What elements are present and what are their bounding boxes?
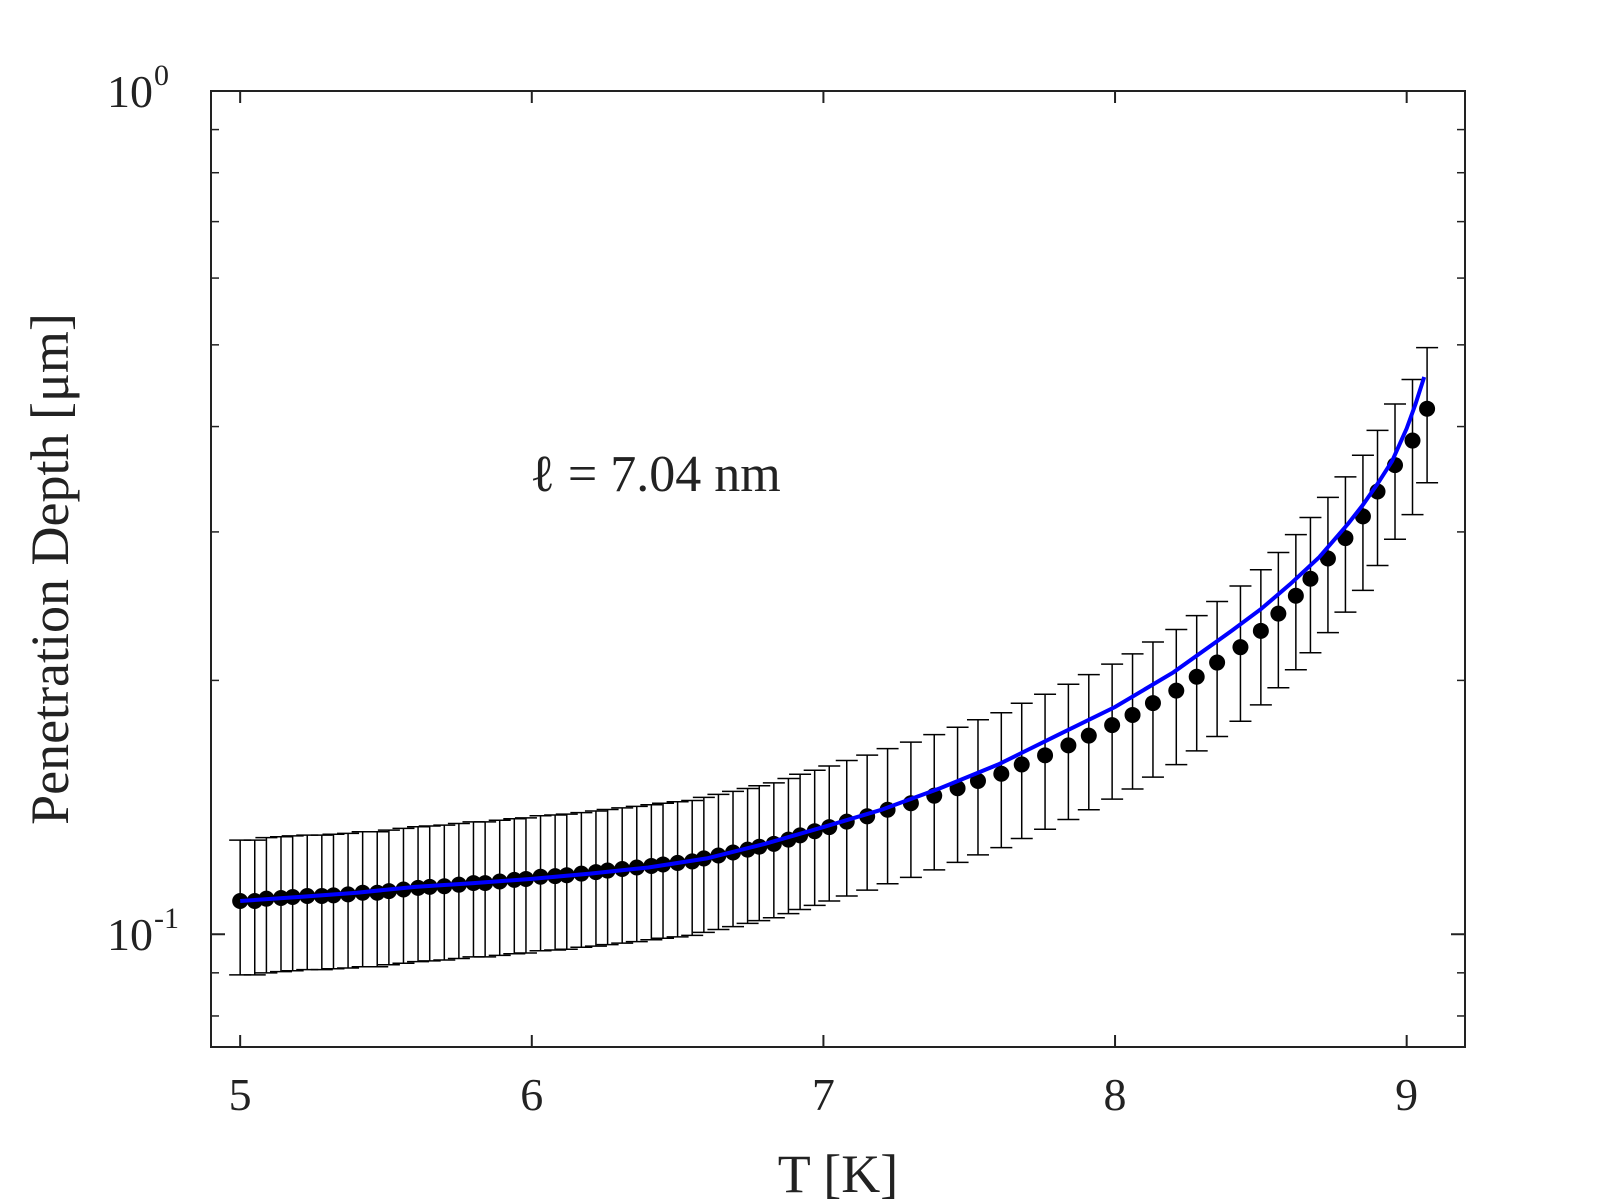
data-point — [993, 765, 1010, 782]
data-point — [1037, 747, 1054, 764]
data-point — [1144, 695, 1161, 712]
x-tick-label: 6 — [520, 1069, 543, 1120]
data-point — [1404, 432, 1421, 449]
y-tick-label-exponent: -1 — [154, 902, 179, 935]
plot-frame — [210, 90, 1466, 1048]
data-point — [1188, 668, 1205, 685]
x-axis-title: T [K] — [778, 1144, 898, 1200]
data-point — [1270, 605, 1287, 622]
fit-line — [240, 376, 1427, 903]
data-point — [1232, 639, 1249, 656]
data-point — [1419, 400, 1436, 417]
data-point — [1302, 570, 1319, 587]
x-tick-label: 5 — [229, 1069, 252, 1120]
y-axis-title: Penetration Depth [μm] — [20, 313, 80, 825]
y-tick-label-exponent: 0 — [154, 59, 169, 92]
data-point — [1287, 587, 1304, 604]
x-tick-label: 7 — [812, 1069, 835, 1120]
data-point — [1080, 727, 1097, 744]
data-point — [1104, 717, 1121, 734]
data-point — [1124, 706, 1141, 723]
data-point — [1060, 737, 1077, 754]
data-point — [1252, 622, 1269, 639]
annotation-label: ℓ = 7.04 nm — [530, 446, 781, 503]
x-tick-label: 9 — [1395, 1069, 1418, 1120]
plot-background — [211, 91, 1465, 1047]
data-point — [1013, 756, 1030, 773]
x-ticks: 5 6 7 8 9 — [229, 91, 1418, 1120]
y-tick-label-base: 10 — [107, 66, 153, 117]
data-point — [1209, 654, 1226, 671]
data-point — [1168, 682, 1185, 699]
data-point — [232, 893, 249, 910]
x-tick-label: 8 — [1104, 1069, 1127, 1120]
data-point — [969, 772, 986, 789]
y-tick-label-base: 10 — [107, 909, 153, 960]
